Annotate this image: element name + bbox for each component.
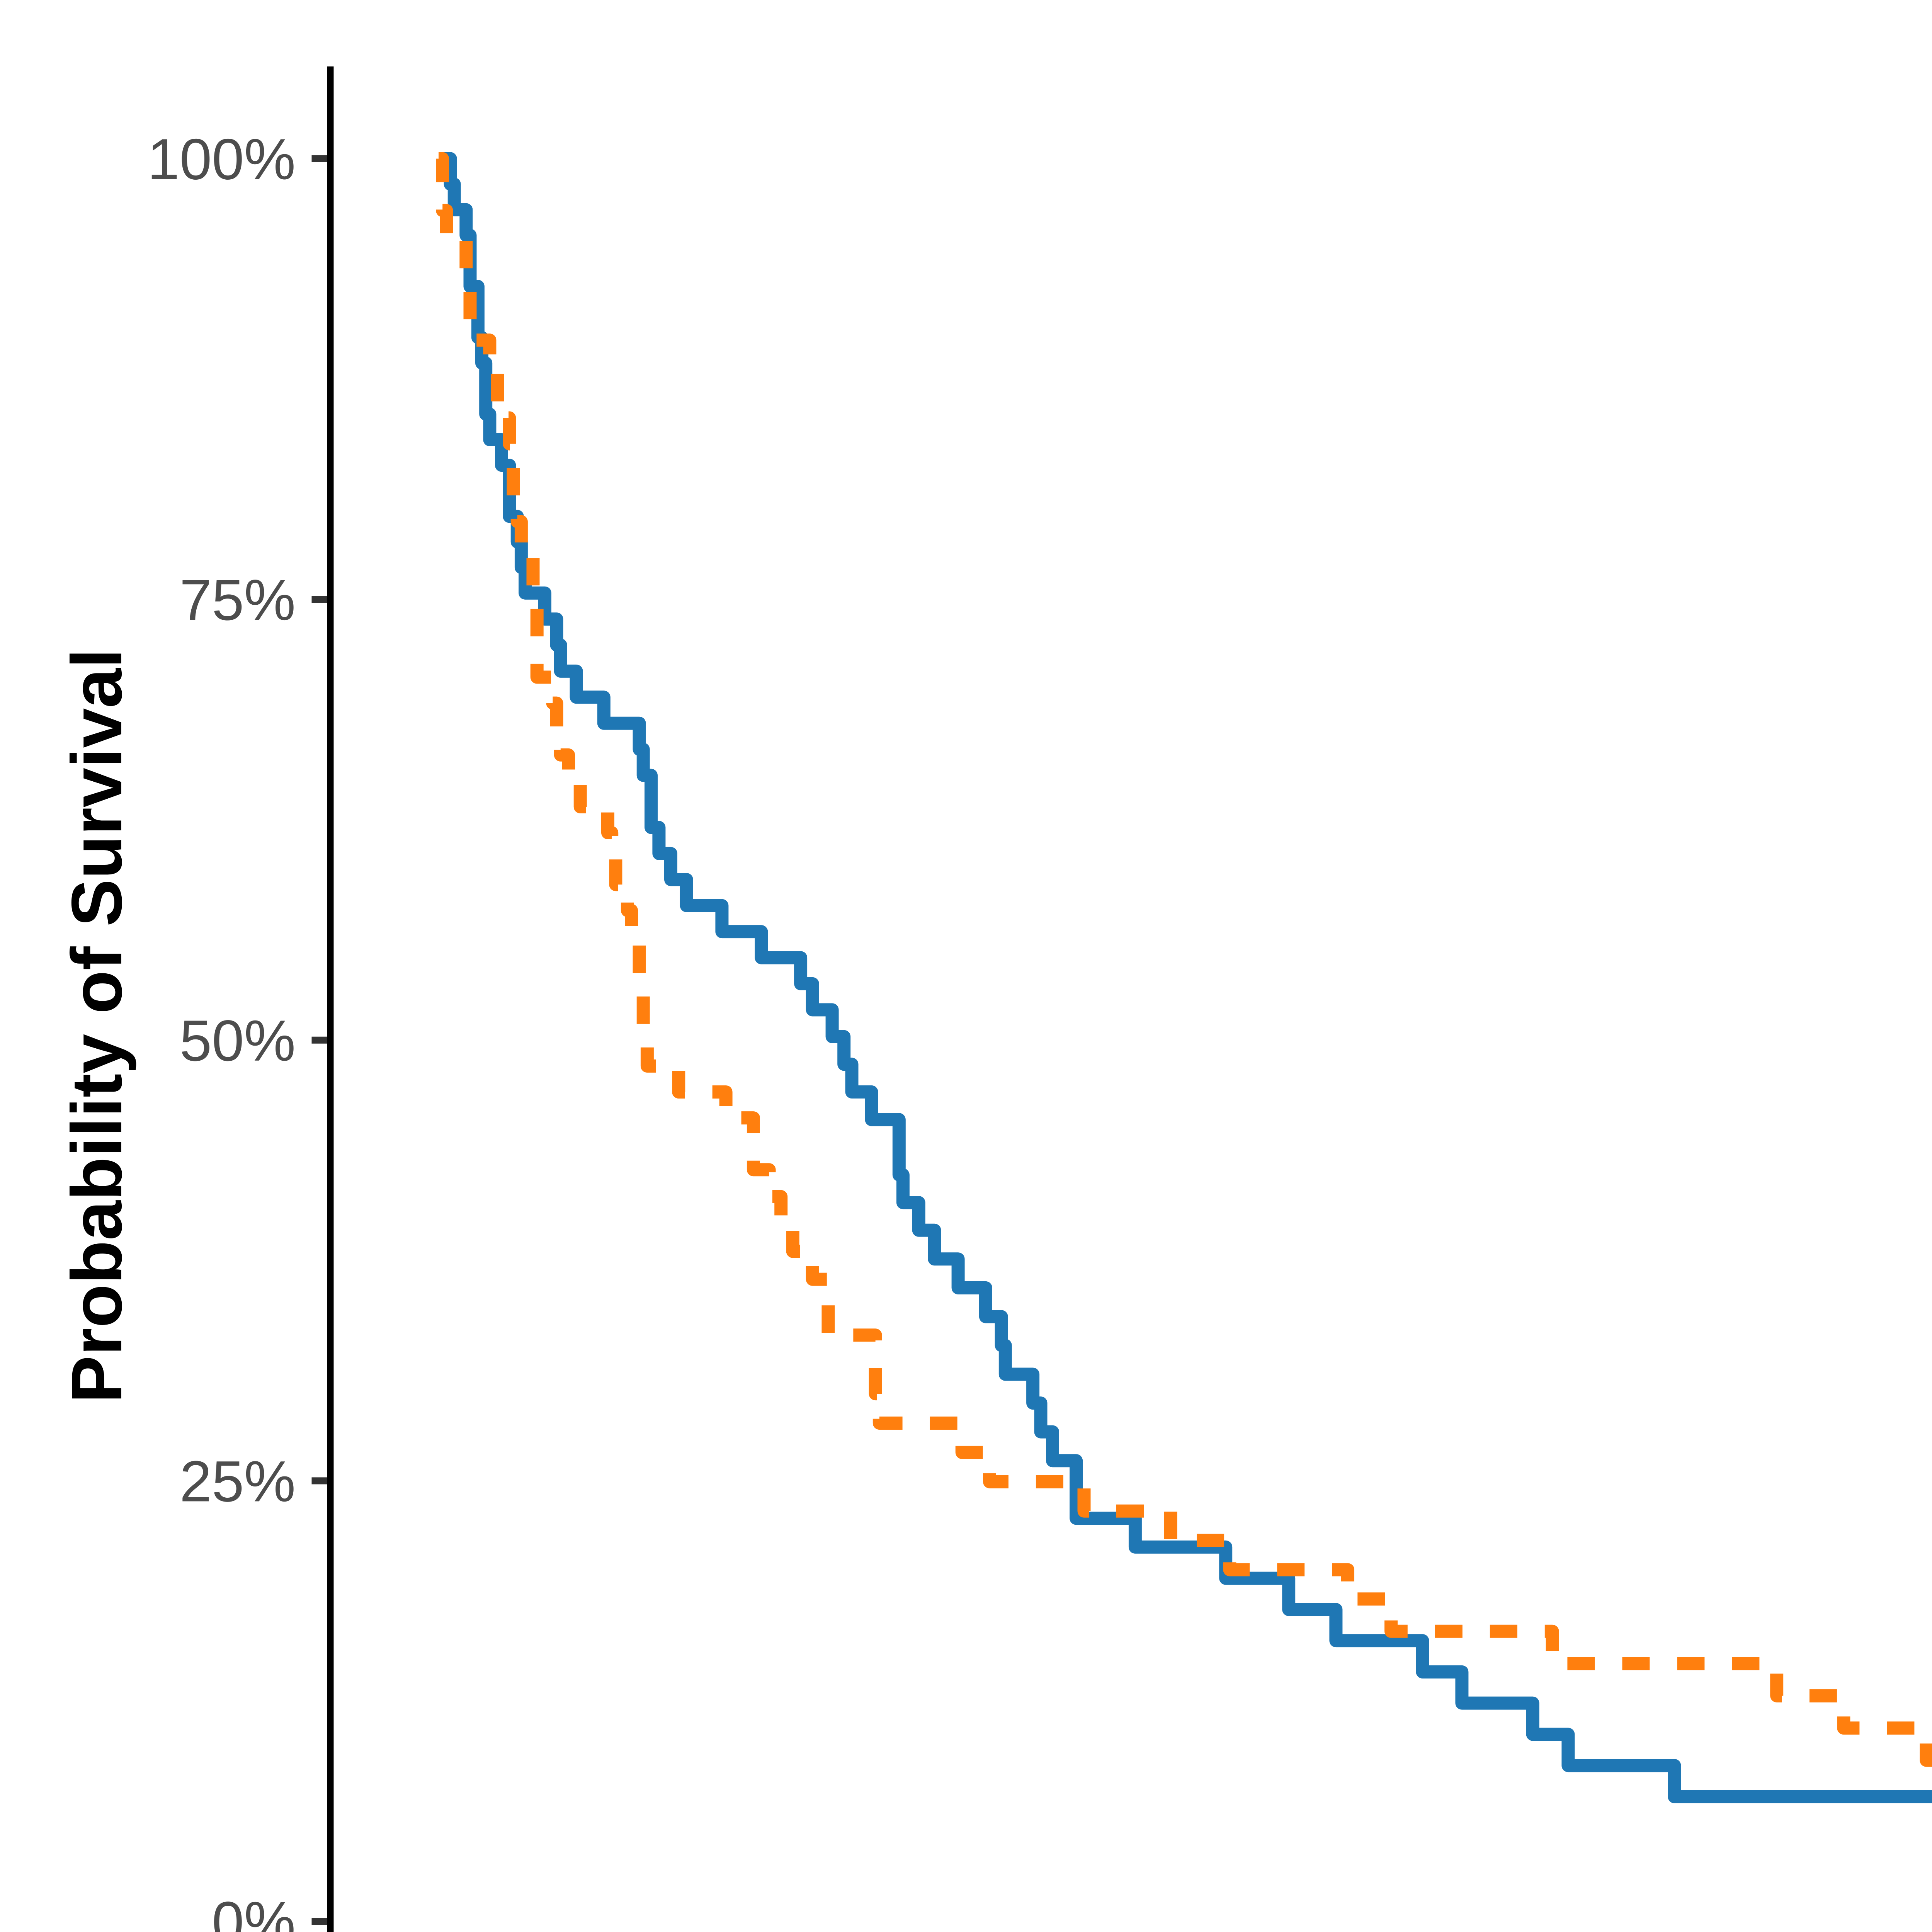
svg-text:50%: 50%: [180, 1008, 296, 1073]
svg-text:100%: 100%: [147, 127, 296, 192]
svg-text:25%: 25%: [180, 1449, 296, 1514]
svg-text:75%: 75%: [180, 567, 296, 632]
svg-text:0%: 0%: [212, 1889, 296, 1932]
svg-text:Probability of Survival: Probability of Survival: [57, 648, 137, 1403]
